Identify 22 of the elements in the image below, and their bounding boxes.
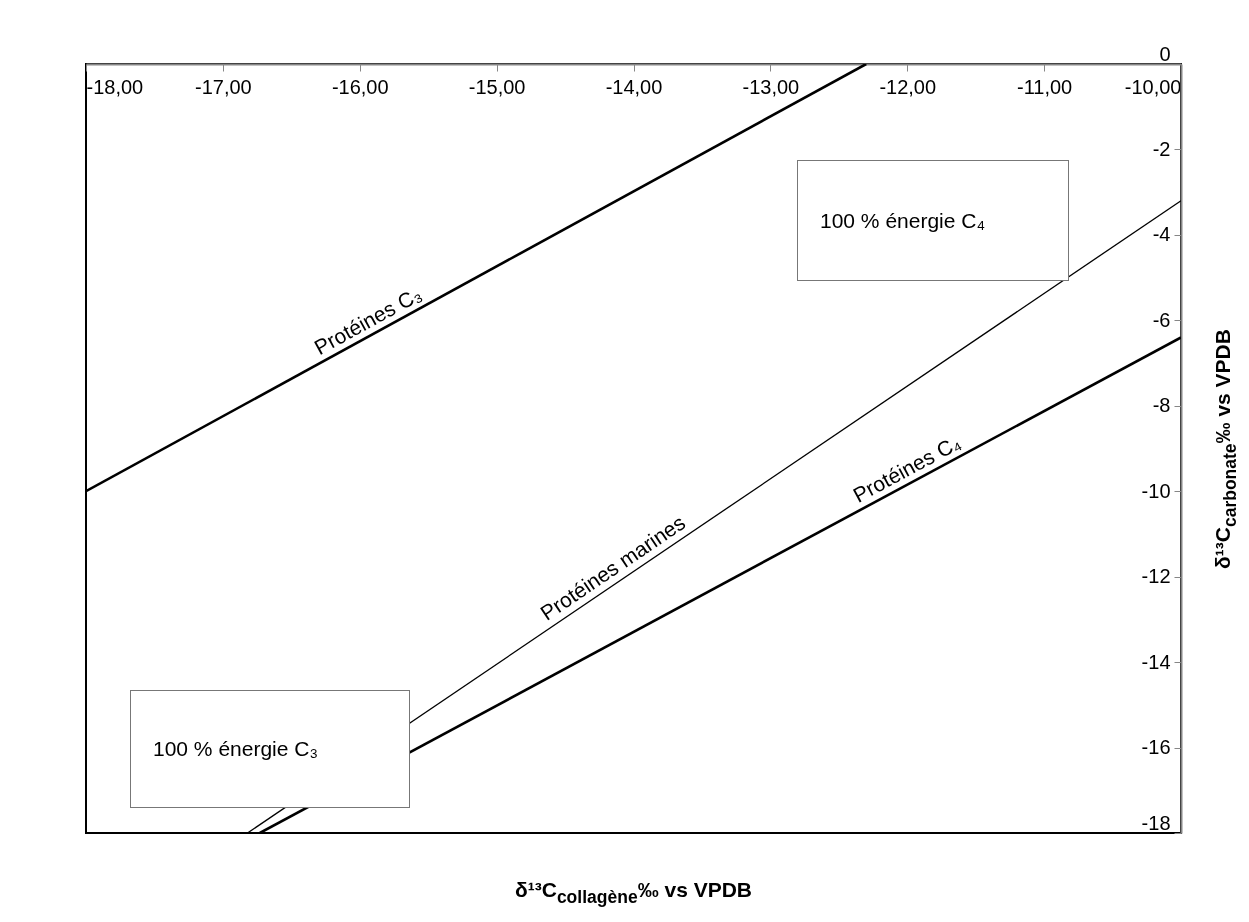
y-tick-label: 0 (1159, 42, 1171, 65)
y-tick-label: -8 (1152, 394, 1171, 417)
y-tick-label: -6 (1152, 308, 1171, 331)
x-tick-label: -17,00 (195, 75, 252, 98)
text-box: 100 % énergie C₄ (797, 160, 1069, 281)
y-tick-label: -18 (1141, 811, 1171, 834)
x-tick-label: -18,00 (86, 75, 144, 98)
y-tick-label: -14 (1141, 650, 1171, 673)
x-tick-label: -10,00 (1124, 75, 1182, 98)
x-tick-label: -15,00 (468, 75, 526, 98)
y-tick-label: -12 (1141, 565, 1171, 588)
y-tick-label: -2 (1152, 137, 1171, 160)
y-tick-label: -4 (1152, 223, 1171, 246)
y-tick-label: -10 (1141, 479, 1171, 502)
x-axis-title: δ¹³C$_{collagène}$‰ vs VPDB (515, 878, 752, 908)
x-tick-label: -12,00 (879, 75, 937, 98)
y-tick-label: -16 (1141, 736, 1171, 759)
x-tick-label: -14,00 (605, 75, 663, 98)
x-tick-label: -11,00 (1017, 75, 1073, 98)
x-tick-label: -13,00 (742, 75, 800, 98)
x-tick-label: -16,00 (331, 75, 389, 98)
text-box: 100 % énergie C₃ (130, 690, 410, 808)
